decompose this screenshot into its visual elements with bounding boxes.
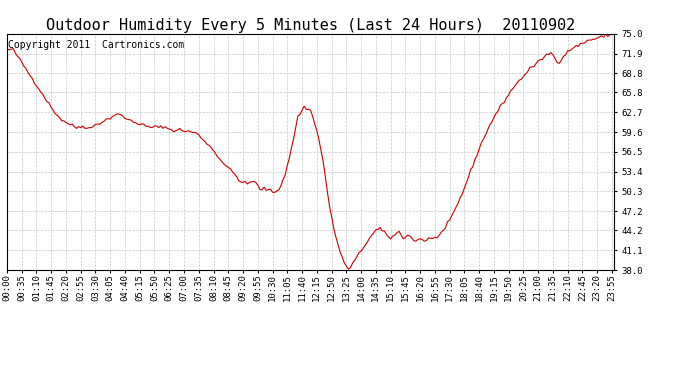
Text: Copyright 2011  Cartronics.com: Copyright 2011 Cartronics.com — [8, 40, 184, 50]
Title: Outdoor Humidity Every 5 Minutes (Last 24 Hours)  20110902: Outdoor Humidity Every 5 Minutes (Last 2… — [46, 18, 575, 33]
